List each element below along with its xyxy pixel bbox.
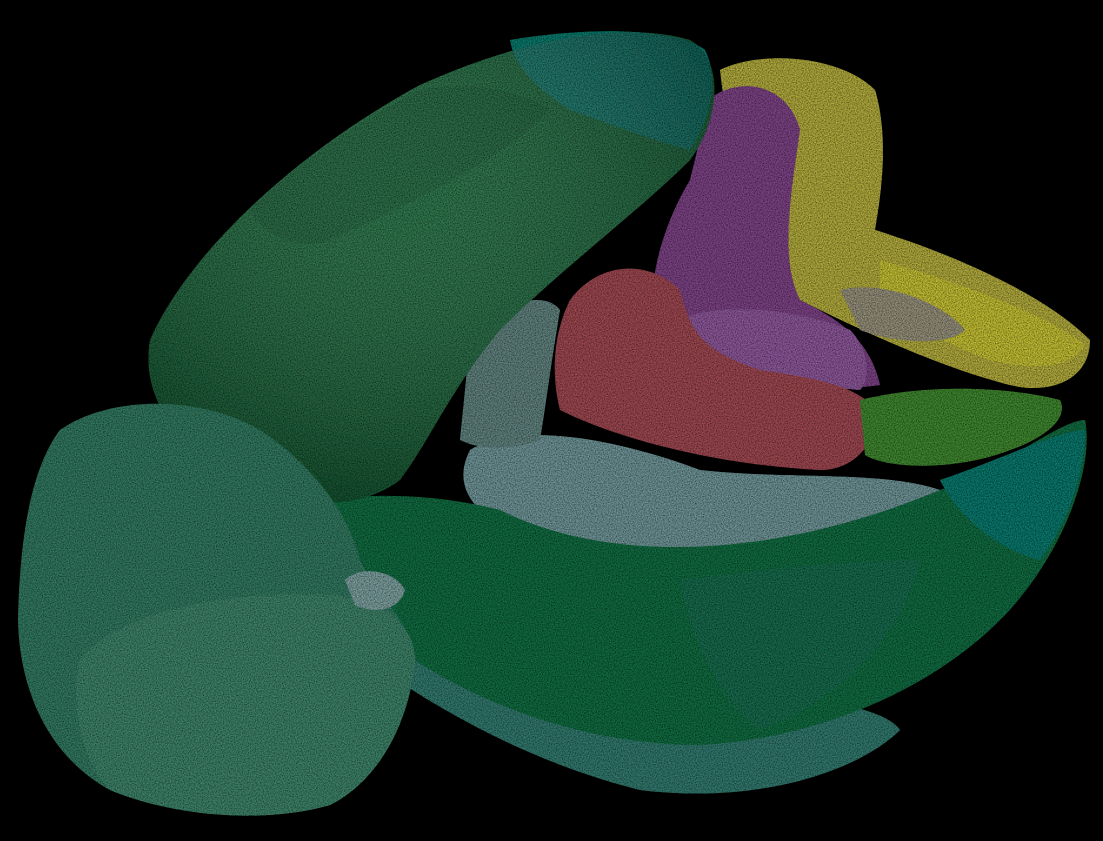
cortex-lime: [860, 388, 1062, 466]
olfactory-tubercle: [345, 571, 405, 610]
brain: [18, 31, 1090, 816]
cortex-teal-right: [940, 430, 1085, 560]
olfactory-lobe: [76, 594, 415, 816]
midbrain-lower: [670, 309, 867, 390]
cortex-shading: [148, 32, 715, 503]
thalamus: [554, 268, 880, 470]
cerebellum-nucleus: [840, 287, 965, 342]
cortex-region: [680, 560, 920, 730]
hippocampus: [463, 435, 940, 560]
cerebellum-lobe: [880, 260, 1085, 367]
